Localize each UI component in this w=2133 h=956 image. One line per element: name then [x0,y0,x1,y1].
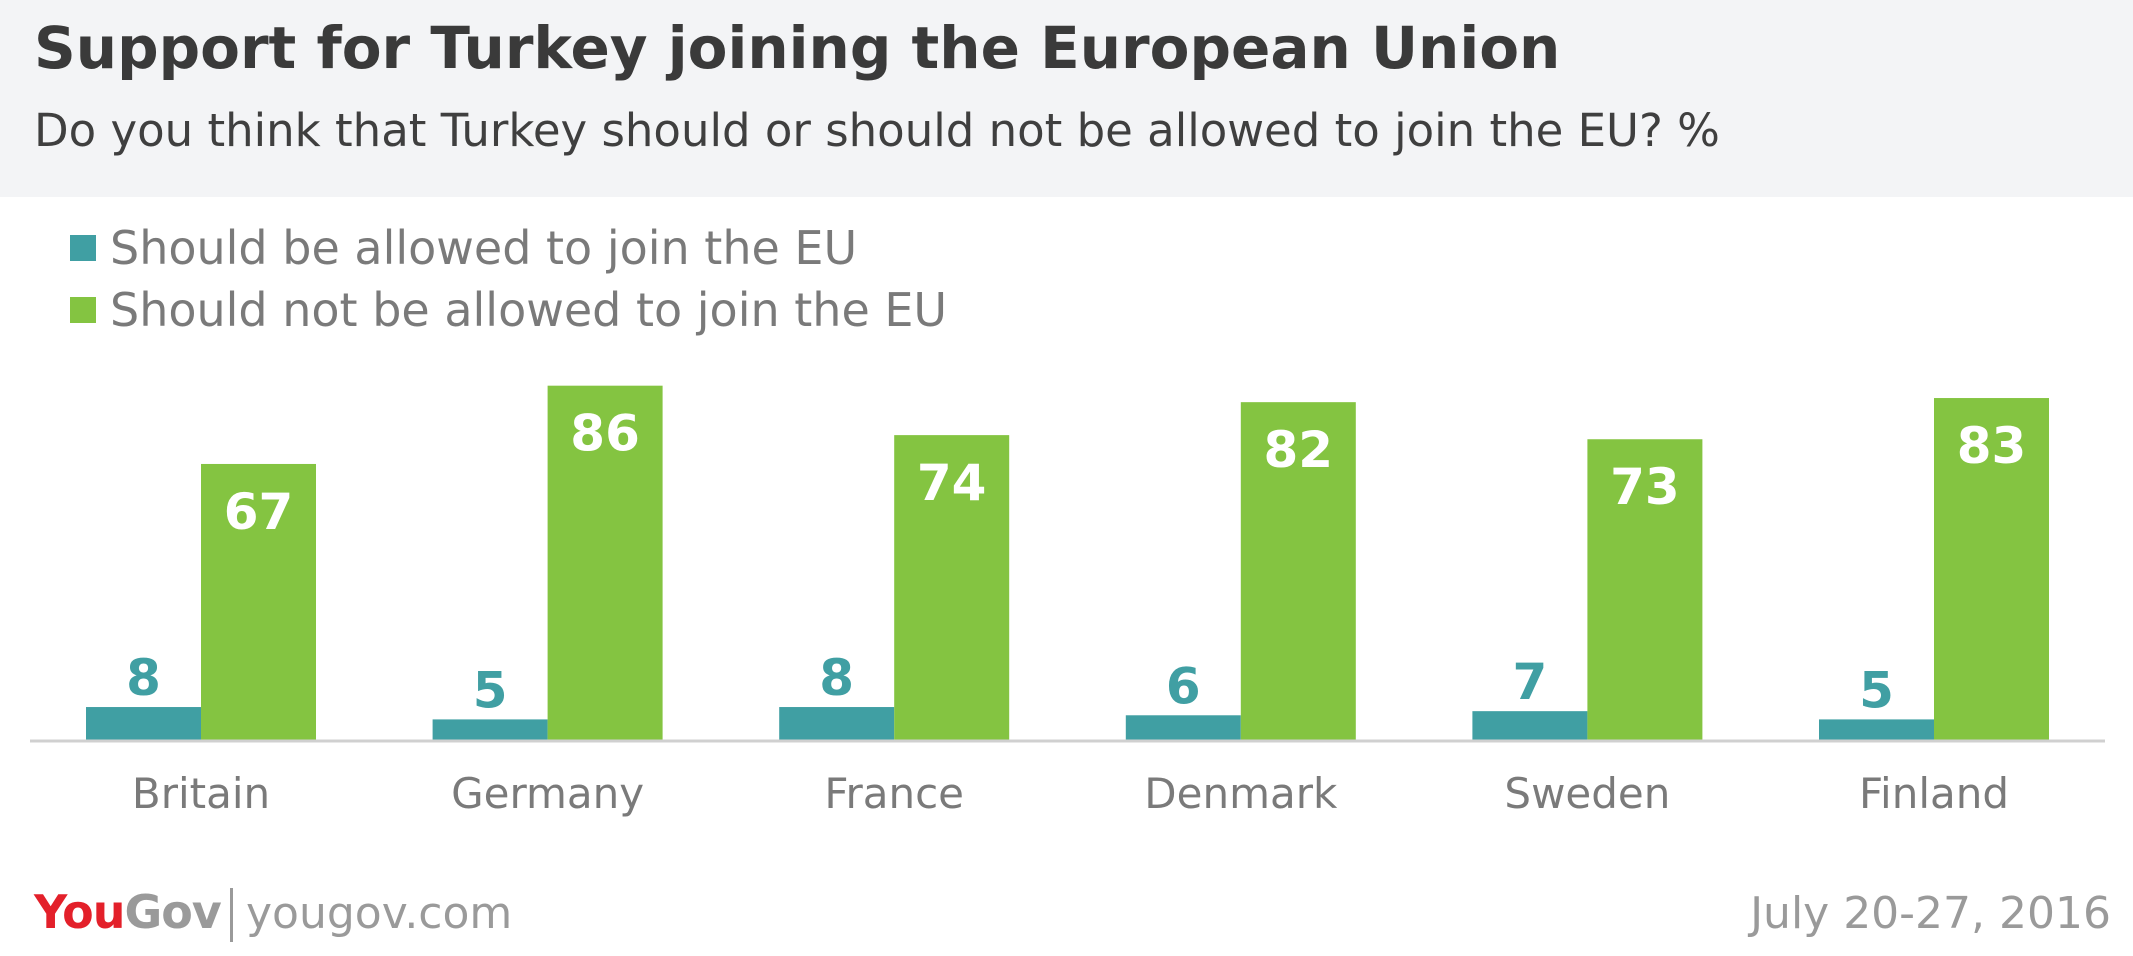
legend-swatch-allowed [70,235,96,261]
x-tick-label-sweden: Sweden [1504,769,1670,818]
x-tick-label-britain: Britain [132,769,270,818]
legend-item-not-allowed: Should not be allowed to join the EU [70,279,947,341]
bar-chart: 8 67 Britain 5 86 Germany 8 74 France 6 82 Denmark 7… [30,385,2105,818]
bar-allowed-britain [86,707,201,740]
yougov-logo: YouGov [34,885,222,939]
data-label-not-allowed-france: 74 [917,454,987,512]
data-label-not-allowed-britain: 67 [224,483,294,541]
bar-not-allowed-denmark [1240,402,1356,740]
header-band [0,0,2133,197]
data-label-allowed-denmark: 6 [1166,657,1201,715]
chart-subtitle: Do you think that Turkey should or shoul… [34,104,1720,157]
x-tick-label-france: France [824,769,964,818]
x-tick-label-germany: Germany [451,769,644,818]
bar-not-allowed-britain [201,463,316,740]
bar-not-allowed-finland [1934,398,2049,740]
legend-label-not-allowed: Should not be allowed to join the EU [110,283,948,337]
chart-title: Support for Turkey joining the European … [34,14,1561,82]
data-label-allowed-britain: 8 [126,649,161,707]
data-label-allowed-france: 8 [819,649,854,707]
legend: Should be allowed to join the EU Should … [70,217,947,341]
data-label-allowed-finland: 5 [1859,661,1894,719]
data-label-not-allowed-sweden: 73 [1610,458,1680,516]
data-label-not-allowed-germany: 86 [570,405,640,463]
data-label-not-allowed-denmark: 82 [1264,421,1334,479]
legend-item-allowed: Should be allowed to join the EU [70,217,947,279]
bar-not-allowed-sweden [1587,439,1703,740]
footer-divider [230,888,233,942]
bar-not-allowed-france [894,435,1010,740]
bar-allowed-denmark [1125,715,1241,740]
bar-allowed-germany [432,719,548,740]
logo-you-text: You [34,885,125,939]
bar-allowed-france [779,707,895,740]
data-label-not-allowed-finland: 83 [1957,417,2027,475]
bar-not-allowed-germany [547,385,663,740]
legend-swatch-not-allowed [70,297,96,323]
data-label-allowed-germany: 5 [473,661,508,719]
x-tick-label-finland: Finland [1859,769,2009,818]
logo-gov-text: Gov [124,885,221,939]
footer-url: yougov.com [246,888,513,939]
footer-date: July 20-27, 2016 [1750,888,2111,939]
x-tick-label-denmark: Denmark [1144,769,1338,818]
legend-label-allowed: Should be allowed to join the EU [110,221,858,275]
bar-allowed-finland [1819,719,1934,740]
data-label-allowed-sweden: 7 [1513,653,1548,711]
bar-allowed-sweden [1472,711,1588,740]
